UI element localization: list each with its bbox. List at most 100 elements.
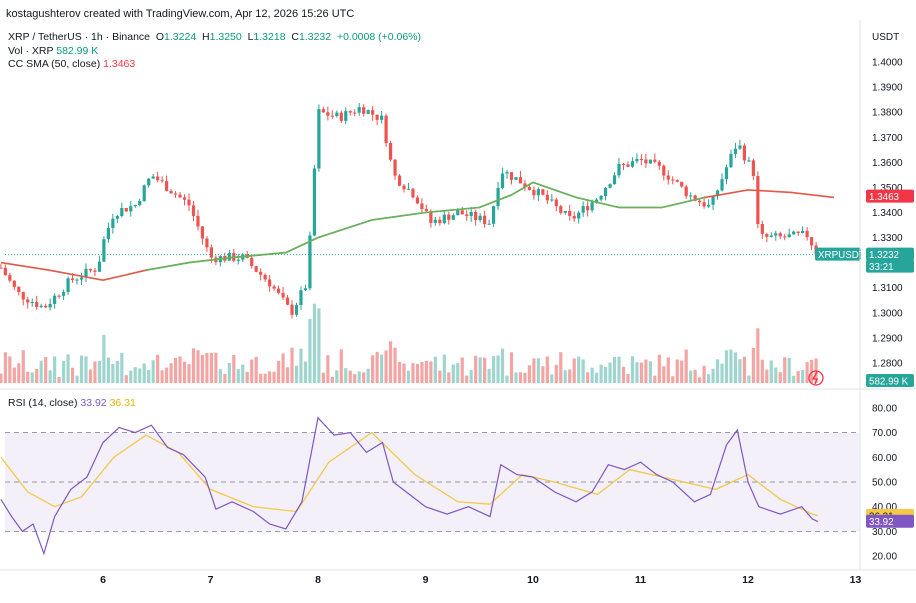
- candle-body: [523, 183, 527, 188]
- volume-bar: [724, 350, 729, 383]
- legend-open-label: O: [155, 31, 165, 43]
- volume-bar: [429, 361, 433, 383]
- candle-body: [8, 275, 12, 281]
- candle-body: [299, 290, 303, 306]
- volume-bar: [290, 347, 294, 383]
- volume-bar: [236, 369, 240, 383]
- volume-bar: [209, 352, 213, 383]
- candle-body: [362, 107, 366, 114]
- price-tick-label: 1.3700: [872, 133, 903, 144]
- volume-bar: [335, 370, 339, 383]
- volume-bar: [326, 355, 330, 383]
- candle-body: [666, 175, 670, 180]
- volume-bar: [487, 368, 491, 383]
- candle-body: [272, 286, 276, 289]
- candle-body: [635, 158, 639, 162]
- candle-body: [178, 194, 182, 198]
- candle-body: [612, 175, 617, 185]
- volume-bar: [102, 334, 106, 383]
- volume-bar: [536, 358, 540, 383]
- candle-body: [465, 214, 469, 216]
- volume-bar: [254, 356, 258, 383]
- volume-bar: [500, 348, 505, 383]
- volume-bar: [456, 363, 460, 383]
- volume-bar: [612, 356, 617, 383]
- candle-body: [200, 226, 205, 239]
- volume-bar: [751, 347, 755, 383]
- volume-bar: [191, 348, 196, 383]
- price-tick-label: 1.3400: [872, 208, 903, 219]
- volume-bar: [397, 361, 402, 383]
- candle-body: [496, 187, 500, 207]
- legend-sma-line[interactable]: CC SMA (50, close) 1.3463: [8, 58, 135, 70]
- volume-bar: [344, 368, 348, 383]
- candle-body: [581, 206, 585, 213]
- candle-body: [648, 159, 652, 164]
- volume-bar: [281, 353, 285, 383]
- rsi-tick-label: 70.00: [872, 428, 897, 439]
- volume-bar: [362, 372, 366, 383]
- candle-body: [106, 227, 110, 240]
- volume-bar: [0, 373, 3, 383]
- volume-tag: 582.99 K: [869, 377, 909, 388]
- volume-bar: [371, 355, 375, 383]
- volume-bar: [57, 376, 61, 383]
- candle-body: [312, 168, 317, 236]
- time-tick-label: 11: [635, 574, 646, 586]
- candle-body: [760, 223, 764, 234]
- candle-body: [205, 238, 209, 248]
- candle-body: [353, 112, 357, 114]
- volume-bar: [671, 376, 675, 383]
- volume-bar: [61, 361, 66, 383]
- volume-bar: [792, 375, 796, 383]
- volume-bar: [447, 372, 451, 383]
- candle-body: [698, 200, 702, 203]
- candle-body: [491, 206, 496, 224]
- candle-body: [357, 107, 361, 113]
- candle-body: [787, 234, 791, 238]
- candle-body: [44, 305, 48, 308]
- volume-bar: [169, 363, 173, 383]
- volume-bar: [138, 368, 142, 383]
- candle-body: [39, 305, 43, 308]
- candle-body: [17, 286, 21, 293]
- candle-body: [115, 216, 119, 219]
- volume-bar: [483, 357, 487, 383]
- legend-symbol[interactable]: XRP / TetherUS · 1h · Binance: [8, 31, 151, 43]
- volume-bar: [173, 357, 178, 383]
- legend-change: +0.0008 (+0.06%): [336, 31, 422, 43]
- volume-bar: [442, 354, 446, 383]
- volume-bar: [26, 371, 30, 383]
- candle-body: [586, 206, 590, 211]
- candle-body: [227, 253, 231, 261]
- candle-body: [285, 297, 290, 305]
- volume-bar: [738, 359, 742, 383]
- volume-bar: [272, 371, 276, 383]
- volume-bar: [715, 359, 720, 383]
- legend-volume-label: Vol · XRP: [8, 45, 54, 57]
- time-axis: 6 7 8 9 10 11 12 13: [100, 574, 861, 586]
- candle-body: [26, 299, 30, 303]
- candle-body: [61, 292, 66, 296]
- legend-rsi-line[interactable]: RSI (14, close) 33.92 36.31: [8, 397, 136, 409]
- volume-bar: [648, 361, 652, 383]
- volume-bar: [810, 359, 814, 383]
- candle-body: [774, 233, 778, 236]
- candle-body: [429, 210, 433, 223]
- volume-bar: [581, 359, 585, 383]
- price-tick-label: 1.3800: [872, 108, 903, 119]
- volume-bar: [603, 366, 608, 383]
- volume-bar: [227, 362, 231, 383]
- volume-bar: [402, 363, 406, 383]
- volume-bars: [0, 303, 818, 383]
- candle-body: [447, 214, 451, 220]
- price-axis: 1.40001.39001.38001.37001.36001.35001.34…: [872, 58, 903, 370]
- candle-body: [778, 233, 782, 237]
- price-tick-label: 1.3500: [872, 183, 903, 194]
- volume-bar: [541, 366, 545, 383]
- legend-volume-line[interactable]: Vol · XRP 582.99 K: [8, 45, 98, 57]
- volume-bar: [12, 367, 16, 383]
- candle-body: [536, 189, 540, 196]
- volume-bar: [626, 373, 630, 383]
